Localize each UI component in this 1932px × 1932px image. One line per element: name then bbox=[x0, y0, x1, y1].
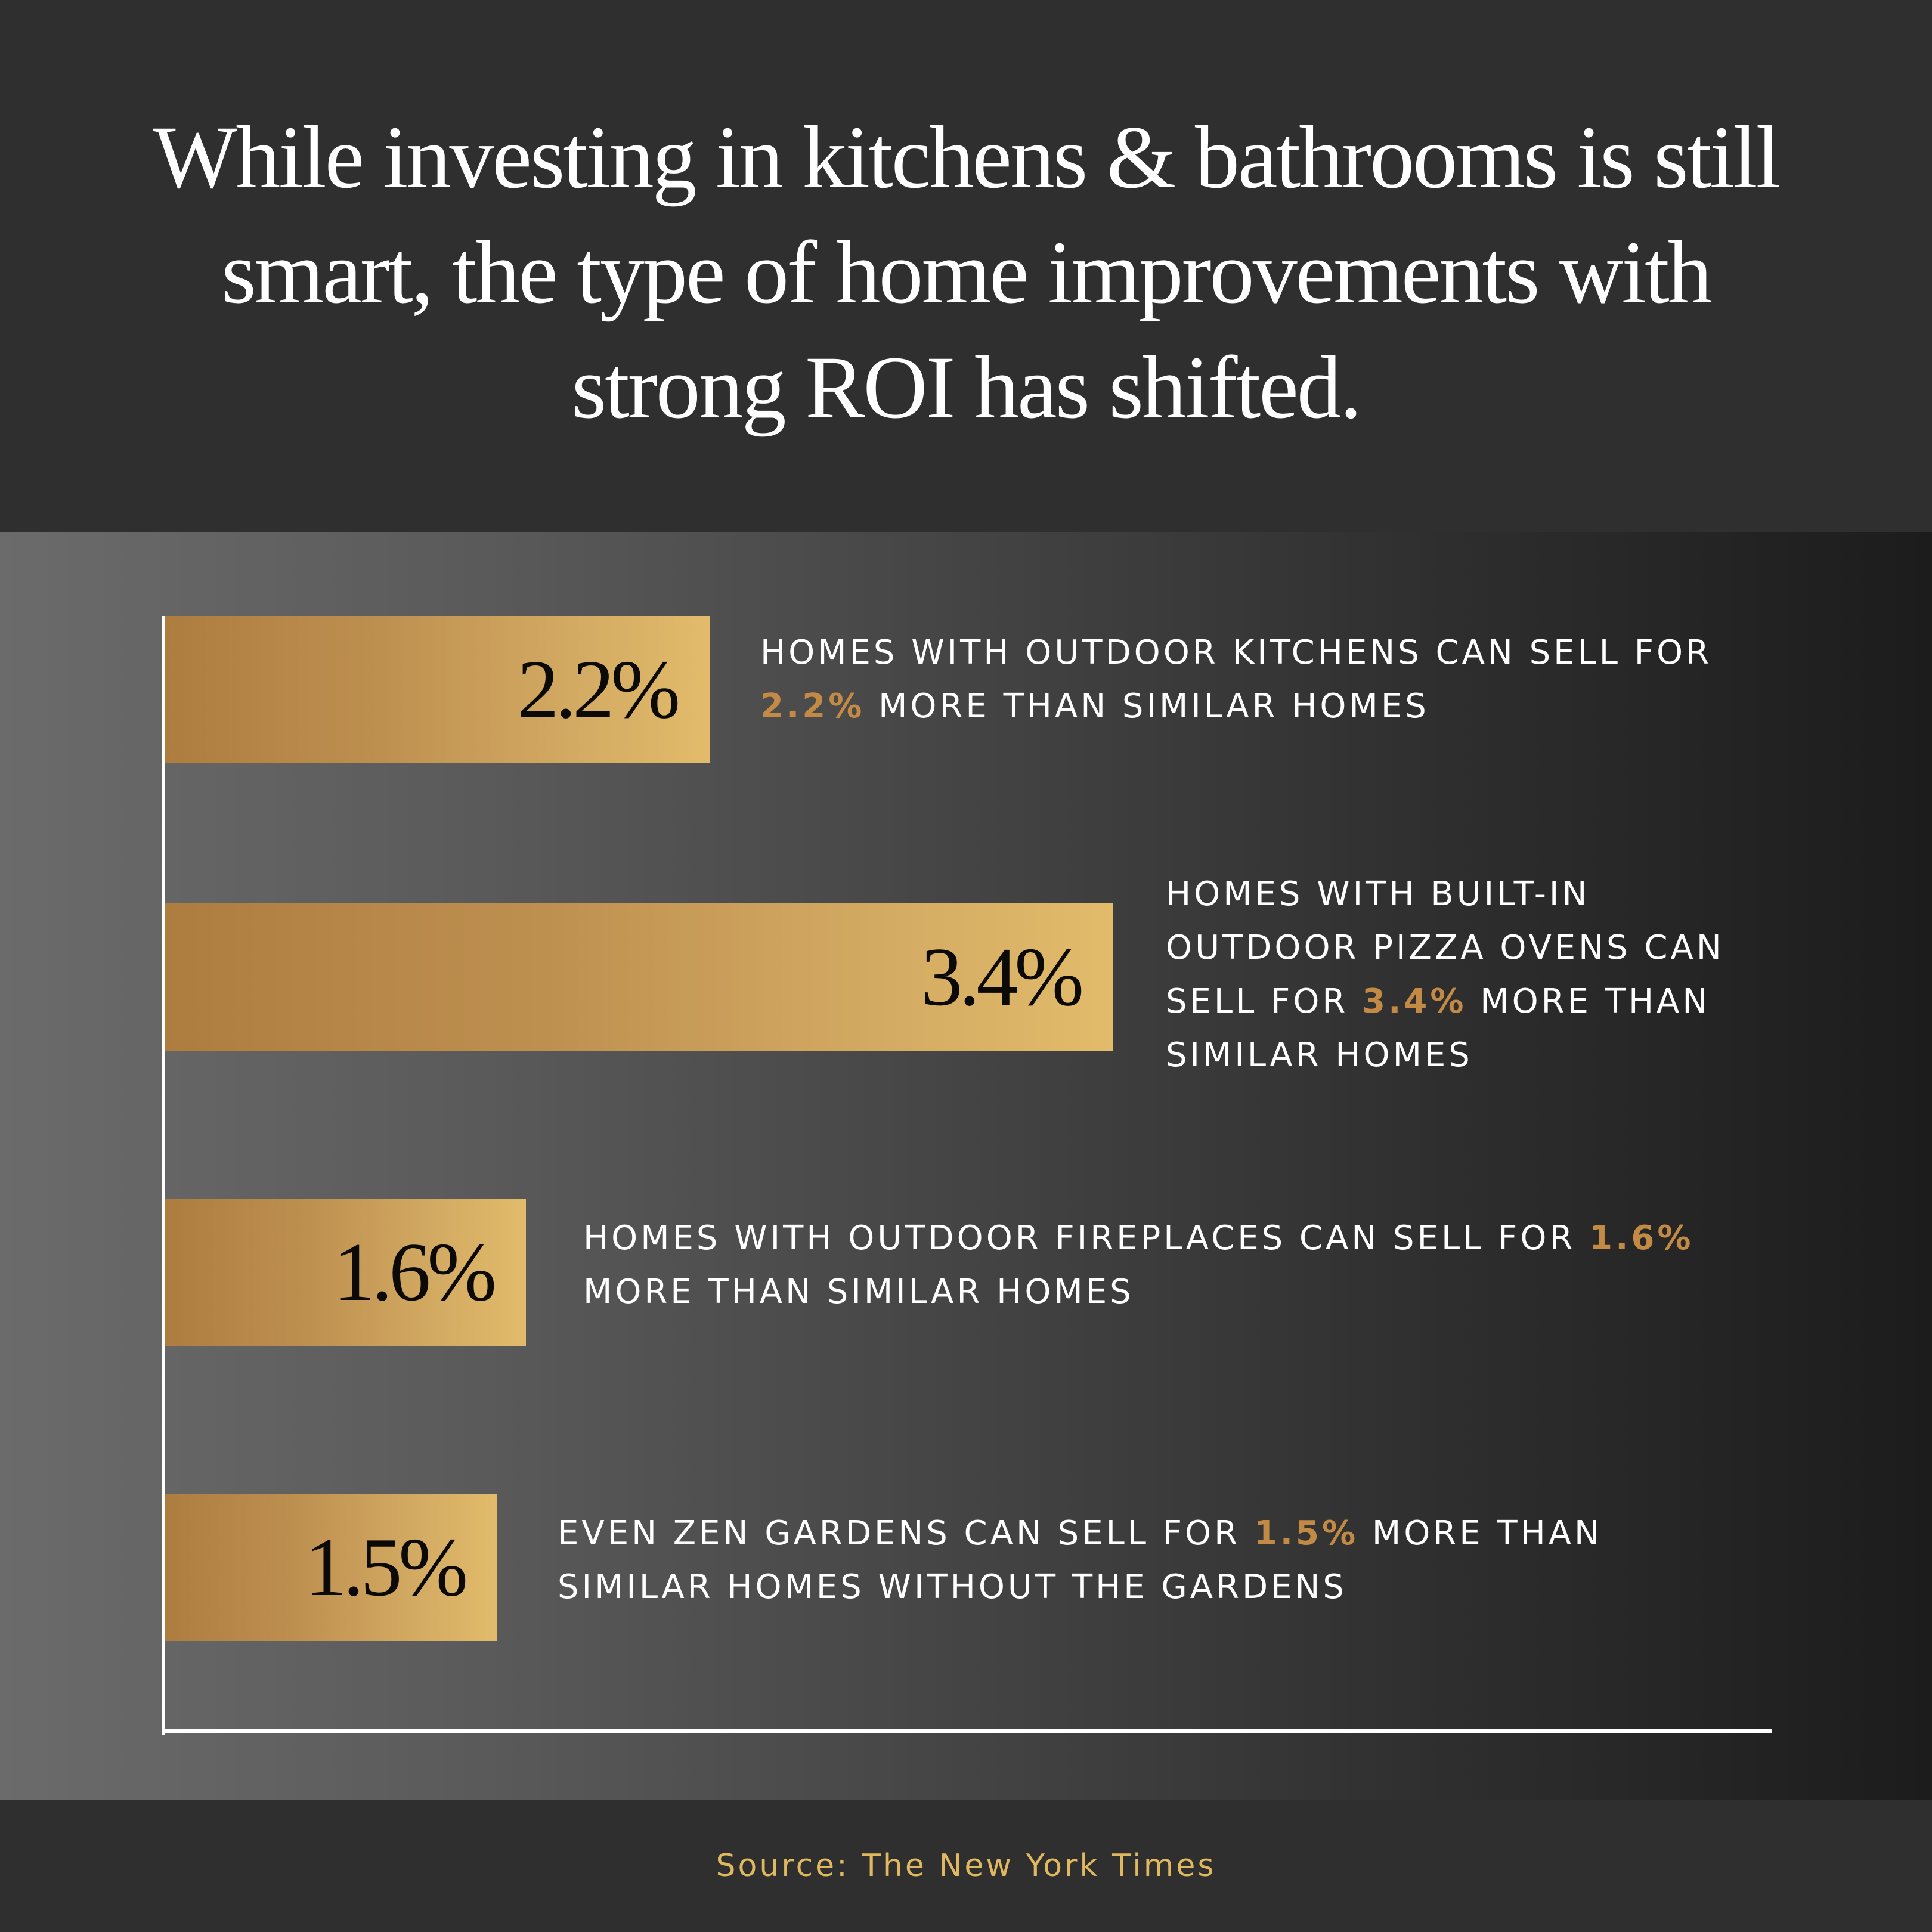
bar-zen-gardens: 1.5% bbox=[165, 1494, 497, 1641]
bar-description-outdoor-kitchens: Homes with outdoor kitchens can sell for… bbox=[760, 626, 1774, 733]
description-text: Homes with built-in outdoor pizza ovens … bbox=[1166, 875, 1724, 1021]
header: While investing in kitchens & bathrooms … bbox=[0, 0, 1932, 532]
bar-outdoor-kitchens: 2.2% bbox=[165, 616, 710, 763]
description-text: more than similar homes bbox=[1166, 982, 1711, 1075]
footer: Source: The New York Times bbox=[0, 1800, 1932, 1932]
x-axis-line bbox=[162, 1729, 1772, 1733]
bar-value-label: 1.6% bbox=[333, 1225, 497, 1318]
source-citation: Source: The New York Times bbox=[716, 1848, 1216, 1884]
description-text: more than similar homes without the gard… bbox=[558, 1514, 1602, 1606]
highlight-value: 1.5% bbox=[1253, 1514, 1359, 1553]
page-title: While investing in kitchens & bathrooms … bbox=[153, 108, 1781, 437]
description-text: more than similar homes bbox=[583, 1272, 1134, 1311]
bar-description-zen-gardens: Even zen gardens can sell for 1.5% more … bbox=[558, 1507, 1690, 1614]
bar-outdoor-fireplaces: 1.6% bbox=[165, 1199, 526, 1346]
highlight-value: 2.2% bbox=[760, 687, 865, 726]
bar-pizza-ovens: 3.4% bbox=[165, 903, 1113, 1051]
description-text: more than similar homes bbox=[865, 687, 1429, 726]
description-text: Homes with outdoor kitchens can sell for bbox=[760, 633, 1712, 672]
description-text: Even zen gardens can sell for bbox=[558, 1514, 1254, 1553]
highlight-value: 3.4% bbox=[1362, 982, 1467, 1021]
bar-value-label: 3.4% bbox=[921, 930, 1084, 1023]
bar-description-outdoor-fireplaces: Homes with outdoor fireplaces can sell f… bbox=[583, 1212, 1740, 1319]
bar-description-pizza-ovens: Homes with built-in outdoor pizza ovens … bbox=[1166, 868, 1786, 1082]
bar-value-label: 2.2% bbox=[517, 643, 680, 736]
y-axis-line bbox=[162, 616, 165, 1735]
highlight-value: 1.6% bbox=[1589, 1219, 1694, 1258]
description-text: Homes with outdoor fireplaces can sell f… bbox=[583, 1219, 1590, 1258]
bar-value-label: 1.5% bbox=[305, 1521, 468, 1614]
